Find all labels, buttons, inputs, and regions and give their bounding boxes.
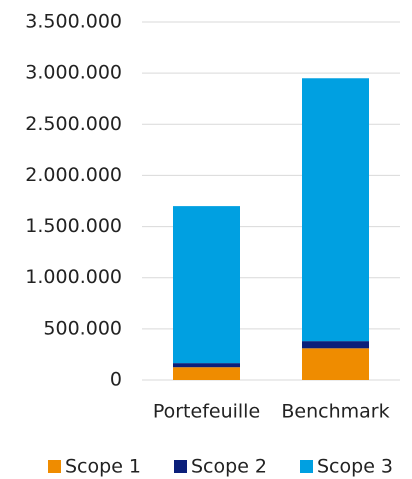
legend-swatch [48,460,61,473]
legend-label: Scope 3 [317,456,393,478]
bar-segment [173,363,240,368]
y-tick-label: 2.000.000 [25,164,122,186]
y-tick-label: 3.000.000 [25,62,122,84]
legend-label: Scope 2 [191,456,267,478]
bar-segment [173,367,240,380]
x-tick-label: Portefeuille [153,401,260,423]
bar-segment [173,206,240,364]
legend-swatch [174,460,187,473]
bar-segment [302,78,369,342]
y-tick-label: 2.500.000 [25,113,122,135]
y-tick-label: 1.500.000 [25,215,122,237]
y-tick-label: 1.000.000 [25,266,122,288]
x-tick-label: Benchmark [281,401,389,423]
y-tick-label: 0 [110,369,122,391]
legend-swatch [300,460,313,473]
legend-label: Scope 1 [65,456,141,478]
bar-segment [302,348,369,380]
bar-segment [302,341,369,349]
y-tick-label: 3.500.000 [25,11,122,33]
y-tick-label: 500.000 [43,317,122,339]
